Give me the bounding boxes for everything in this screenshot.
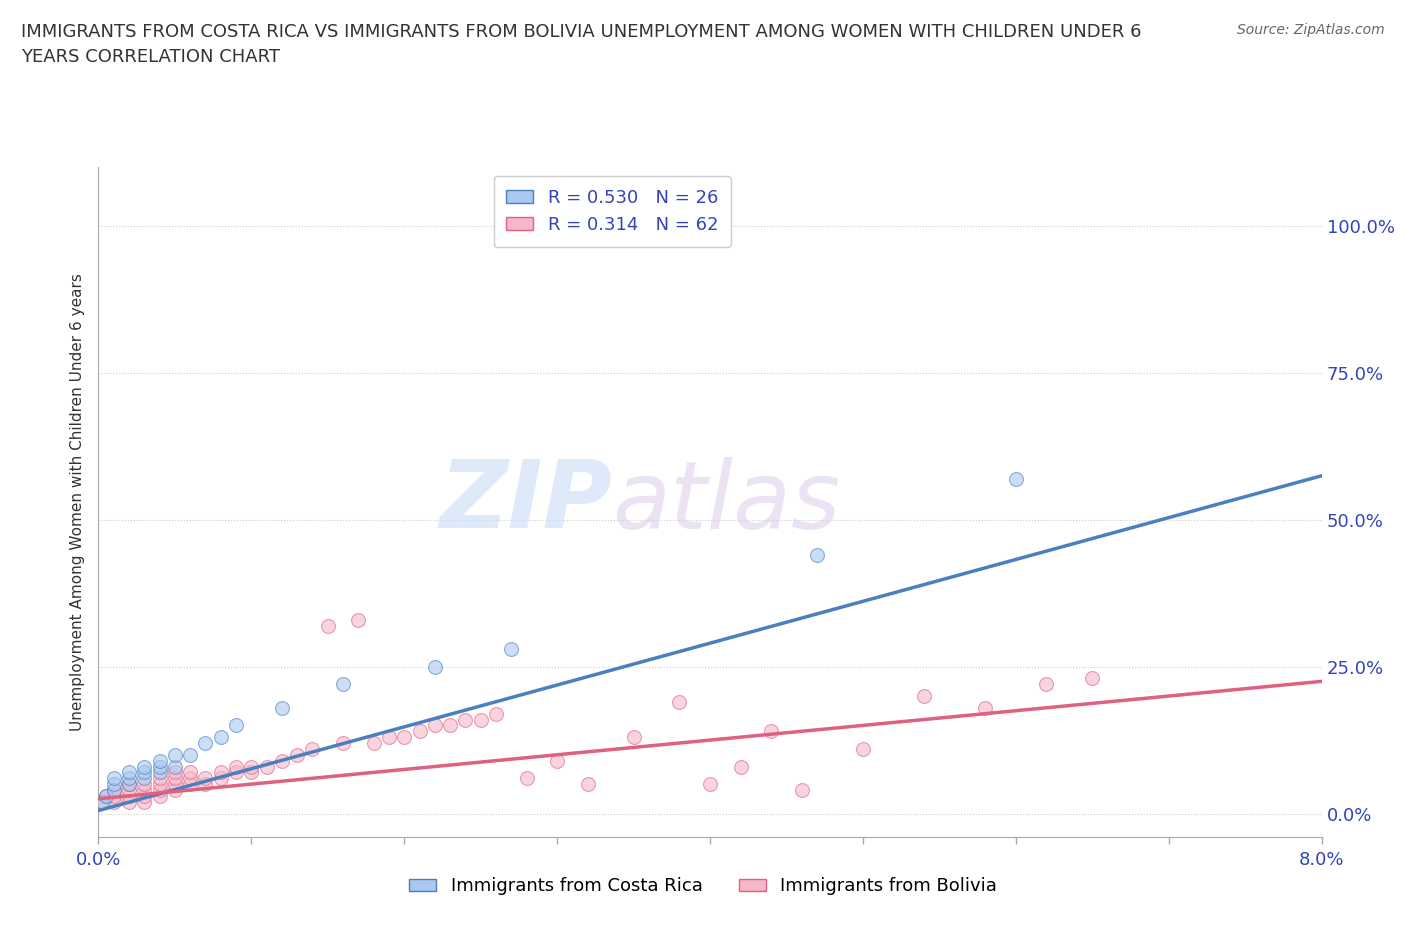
Point	[790, 782, 813, 797]
Point	[225, 765, 247, 780]
Point	[454, 712, 477, 727]
Point	[194, 771, 217, 786]
Point	[149, 765, 172, 780]
Point	[103, 789, 125, 804]
Point	[91, 794, 114, 809]
Point	[699, 777, 721, 791]
Point	[501, 642, 523, 657]
Point	[103, 771, 125, 786]
Point	[347, 612, 370, 627]
Point	[270, 753, 294, 768]
Point	[225, 759, 247, 774]
Text: ZIP: ZIP	[439, 457, 612, 548]
Point	[118, 777, 141, 791]
Point	[378, 730, 401, 745]
Point	[332, 736, 354, 751]
Text: IMMIGRANTS FROM COSTA RICA VS IMMIGRANTS FROM BOLIVIA UNEMPLOYMENT AMONG WOMEN W: IMMIGRANTS FROM COSTA RICA VS IMMIGRANTS…	[21, 23, 1142, 66]
Point	[806, 548, 828, 563]
Point	[149, 759, 172, 774]
Point	[163, 748, 186, 763]
Point	[149, 753, 172, 768]
Point	[118, 789, 141, 804]
Point	[149, 789, 172, 804]
Point	[179, 771, 201, 786]
Point	[118, 771, 141, 786]
Point	[225, 718, 247, 733]
Point	[118, 794, 141, 809]
Point	[103, 794, 125, 809]
Text: atlas: atlas	[612, 457, 841, 548]
Y-axis label: Unemployment Among Women with Children Under 6 years: Unemployment Among Women with Children U…	[70, 273, 86, 731]
Point	[90, 794, 112, 809]
Point	[209, 771, 232, 786]
Point	[118, 782, 141, 797]
Point	[118, 777, 141, 791]
Point	[759, 724, 782, 738]
Point	[270, 700, 294, 715]
Point	[134, 777, 156, 791]
Point	[163, 782, 186, 797]
Point	[94, 789, 117, 804]
Point	[852, 741, 875, 756]
Point	[103, 782, 125, 797]
Point	[485, 706, 508, 721]
Point	[423, 659, 446, 674]
Point	[179, 748, 201, 763]
Point	[912, 688, 935, 703]
Point	[408, 724, 430, 738]
Point	[423, 718, 446, 733]
Point	[134, 771, 156, 786]
Point	[179, 777, 201, 791]
Point	[179, 765, 201, 780]
Legend: Immigrants from Costa Rica, Immigrants from Bolivia: Immigrants from Costa Rica, Immigrants f…	[402, 870, 1004, 902]
Point	[134, 765, 156, 780]
Point	[94, 789, 117, 804]
Point	[392, 730, 416, 745]
Text: 8.0%: 8.0%	[1299, 851, 1344, 869]
Point	[470, 712, 492, 727]
Point	[103, 777, 125, 791]
Point	[134, 789, 156, 804]
Point	[240, 759, 263, 774]
Point	[363, 736, 385, 751]
Point	[256, 759, 278, 774]
Point	[134, 794, 156, 809]
Point	[163, 765, 186, 780]
Text: 0.0%: 0.0%	[76, 851, 121, 869]
Point	[118, 765, 141, 780]
Point	[134, 782, 156, 797]
Point	[623, 730, 645, 745]
Point	[730, 759, 752, 774]
Point	[194, 777, 217, 791]
Point	[332, 677, 354, 692]
Text: Source: ZipAtlas.com: Source: ZipAtlas.com	[1237, 23, 1385, 37]
Point	[576, 777, 599, 791]
Point	[194, 736, 217, 751]
Point	[301, 741, 323, 756]
Point	[668, 695, 690, 710]
Point	[163, 771, 186, 786]
Point	[546, 753, 568, 768]
Point	[1004, 472, 1026, 486]
Point	[163, 777, 186, 791]
Point	[516, 771, 538, 786]
Legend: R = 0.530   N = 26, R = 0.314   N = 62: R = 0.530 N = 26, R = 0.314 N = 62	[494, 177, 731, 246]
Point	[285, 748, 308, 763]
Point	[163, 759, 186, 774]
Point	[439, 718, 461, 733]
Point	[149, 782, 172, 797]
Point	[149, 771, 172, 786]
Point	[974, 700, 997, 715]
Point	[134, 759, 156, 774]
Point	[149, 777, 172, 791]
Point	[240, 765, 263, 780]
Point	[1081, 671, 1104, 685]
Point	[1035, 677, 1057, 692]
Point	[103, 782, 125, 797]
Point	[316, 618, 339, 633]
Point	[209, 730, 232, 745]
Point	[209, 765, 232, 780]
